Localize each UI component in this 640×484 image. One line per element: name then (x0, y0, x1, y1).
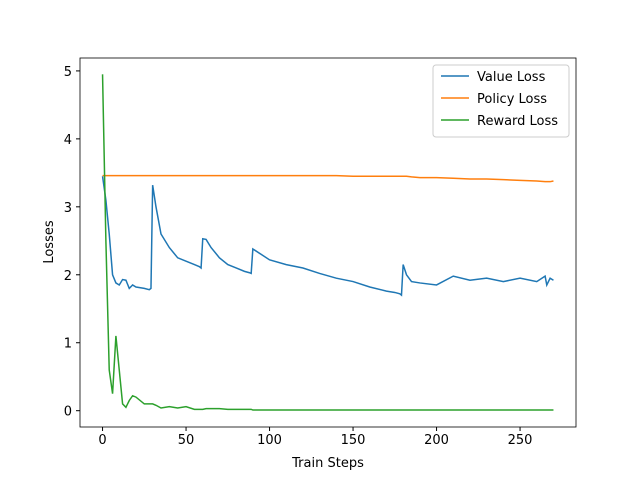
legend-label: Policy Loss (477, 92, 547, 107)
y-tick-label: 3 (64, 201, 72, 216)
x-tick-label: 0 (98, 433, 106, 448)
y-tick-label: 2 (64, 269, 72, 284)
x-tick-label: 50 (178, 433, 195, 448)
y-tick-label: 5 (64, 65, 72, 80)
line-series (102, 174, 554, 183)
legend-label: Reward Loss (477, 114, 558, 129)
y-tick-label: 4 (64, 133, 72, 148)
x-axis-label: Train Steps (291, 456, 364, 471)
line-series (101, 74, 554, 411)
legend-label: Value Loss (477, 70, 546, 85)
y-tick-label: 0 (64, 405, 72, 420)
x-tick-label: 100 (257, 433, 282, 448)
x-tick-label: 150 (341, 433, 366, 448)
plot-frame (79, 57, 577, 428)
x-tick-label: 250 (508, 433, 533, 448)
y-axis-label: Losses (42, 220, 57, 264)
x-tick-label: 200 (424, 433, 449, 448)
line-series (101, 176, 554, 297)
y-tick-label: 1 (64, 337, 72, 352)
legend-box (432, 64, 570, 138)
